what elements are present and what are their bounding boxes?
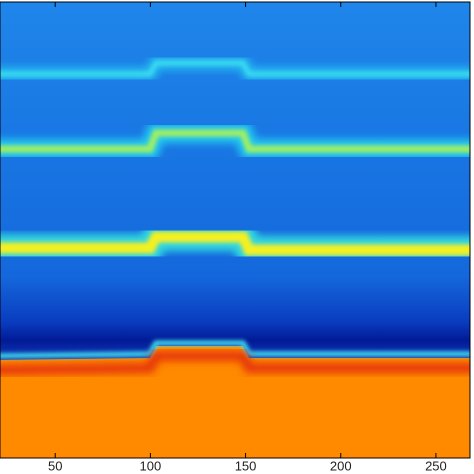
- x-tick-label: 200: [330, 458, 352, 473]
- x-tick-label: 100: [140, 458, 162, 473]
- x-tick-label: 50: [48, 458, 62, 473]
- x-tick-label: 250: [425, 458, 447, 473]
- x-tick-label: 150: [235, 458, 257, 473]
- x-axis: 50 100 150 200 250: [48, 2, 447, 473]
- plot-frame: [0, 1, 471, 459]
